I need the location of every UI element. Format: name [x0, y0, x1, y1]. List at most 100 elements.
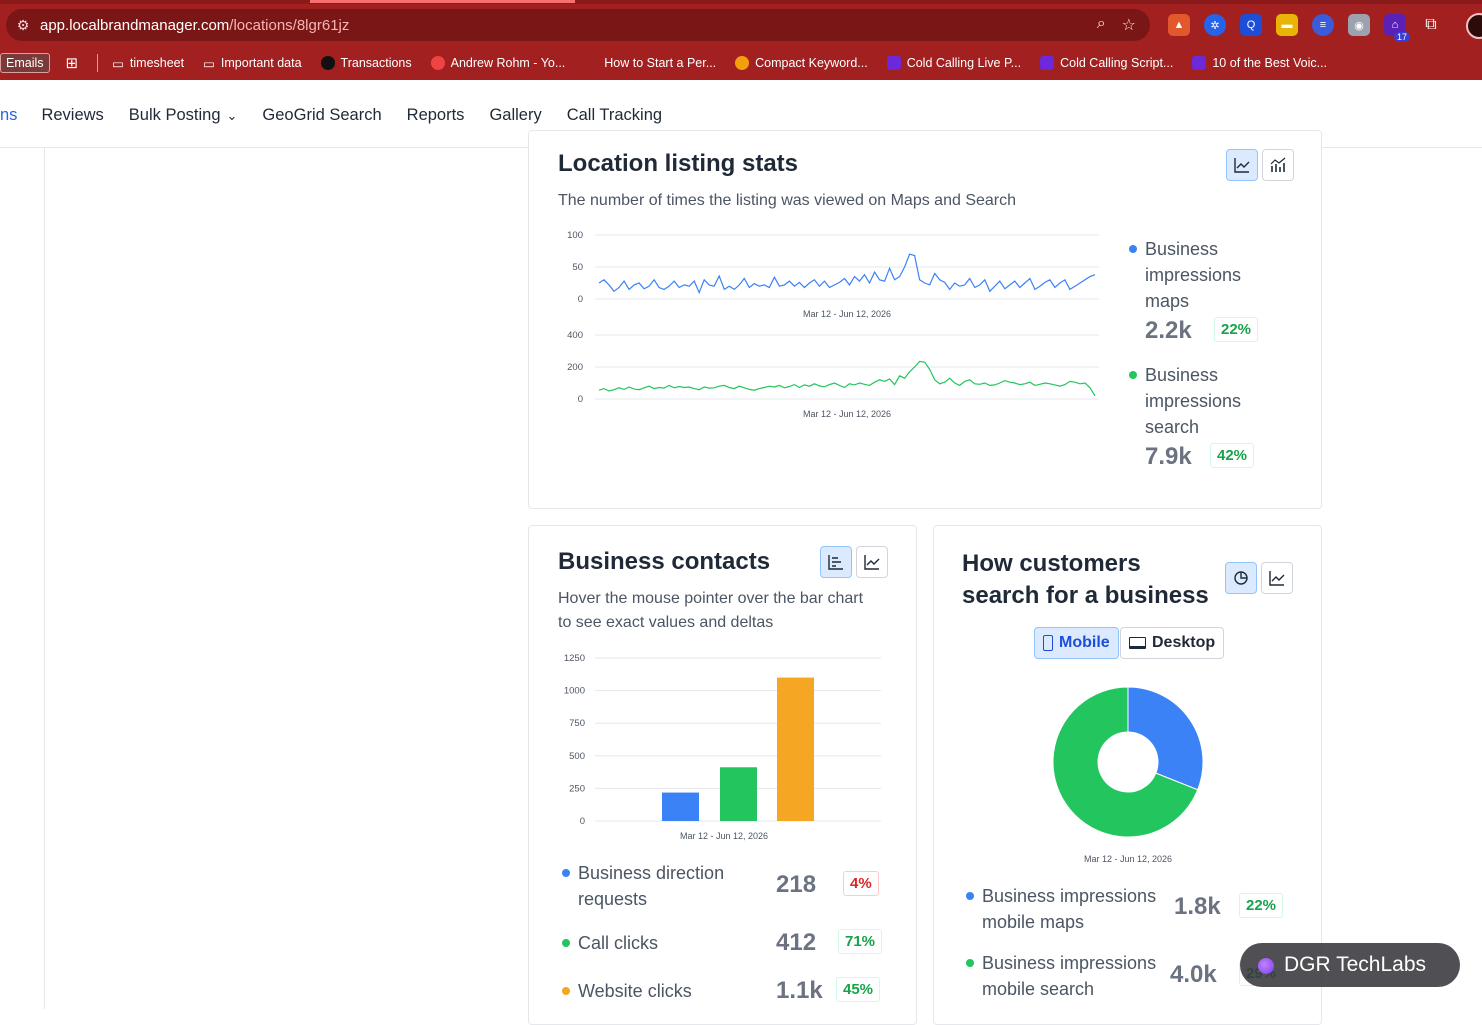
nav-item-reports[interactable]: Reports — [407, 106, 465, 125]
camera-icon[interactable]: ◉ — [1348, 14, 1370, 36]
bookmarks-bar: Emails ⊞ ▭ timesheet ▭ Important data Tran… — [0, 46, 1482, 80]
bookmark-cold-calling-live[interactable]: Cold Calling Live P... — [886, 56, 1021, 70]
legend-label-line: requests — [578, 889, 648, 909]
bookmark-how-to-start[interactable]: How to Start a Per... — [604, 56, 716, 70]
nav-item-locations[interactable]: ns — [0, 106, 17, 125]
extension-icon[interactable]: ▬ — [1276, 14, 1298, 36]
folder-icon: ▭ — [112, 56, 124, 71]
extension-icon[interactable]: ≡ — [1312, 14, 1334, 36]
search-impressions-chart: 0 200 400 Mar 12 - Jun 12, 2026 — [567, 330, 1099, 419]
donut-slice — [1052, 686, 1199, 838]
search-impressions-delta: 42% — [1210, 443, 1255, 468]
bookmark-cold-calling-script[interactable]: Cold Calling Script... — [1040, 56, 1173, 70]
legend-dot — [966, 892, 974, 900]
location-listing-stats-card: Location listing stats The number of tim… — [528, 130, 1322, 509]
card-title: Business contacts — [558, 548, 771, 575]
website-clicks-delta: 45% — [836, 977, 881, 1002]
pie-chart-view-button[interactable] — [1225, 562, 1257, 594]
nav-item-call-tracking[interactable]: Call Tracking — [567, 106, 662, 125]
mobile-maps-value: 1.8k — [1174, 893, 1221, 920]
bookmark-label: timesheet — [129, 56, 185, 70]
legend-mobile-search: Business impressions mobile search — [966, 950, 1157, 1002]
zoom-icon[interactable]: ⌕ — [1096, 15, 1106, 32]
bookmark-label: How to Start a Per... — [604, 56, 717, 70]
nav-item-reviews[interactable]: Reviews — [41, 106, 103, 125]
mobile-split-donut-chart: Mar 12 - Jun 12, 2026 — [1052, 686, 1204, 864]
line-chart-view-button[interactable] — [1261, 562, 1293, 594]
profile-avatar[interactable] — [1466, 13, 1482, 39]
legend-website-clicks: Website clicks — [562, 978, 692, 1004]
app-icon — [1040, 56, 1055, 70]
subtitle-line: to see exact values and deltas — [558, 614, 774, 631]
site-settings-icon[interactable]: ⚙ — [16, 16, 30, 33]
bar-chart-view-button[interactable] — [820, 546, 852, 578]
brand-watermark[interactable]: DGR TechLabs — [1240, 943, 1460, 987]
nav-item-gallery[interactable]: Gallery — [489, 106, 541, 125]
nav-label: Reviews — [41, 106, 104, 124]
browser-toolbar: ⚙ app.localbrandmanager.com/locations/8l… — [0, 4, 1482, 46]
legend-mobile-maps: Business impressions mobile maps — [966, 883, 1156, 935]
bookmark-timesheet[interactable]: ▭ timesheet — [112, 56, 184, 71]
bar-chart-group: 0 250 500 750 1000 1250 Mar 12 - Jun 12, 2026 — [564, 653, 881, 841]
bookmark-label: Andrew Rohm - Yo... — [450, 56, 566, 70]
bookmark-compact-keyword[interactable]: Compact Keyword... — [735, 56, 868, 70]
nav-label: Gallery — [489, 106, 542, 124]
y-tick-label: 0 — [580, 816, 585, 827]
bookmark-andrew-rohm[interactable]: Andrew Rohm - Yo... — [430, 56, 566, 70]
mobile-search-value: 4.0k — [1170, 961, 1217, 988]
bar — [777, 677, 814, 821]
bookmark-label: 10 of the Best Voic... — [1212, 56, 1328, 70]
bookmark-emails[interactable]: Emails — [0, 53, 50, 73]
bookmark-apps[interactable]: ⊞ — [66, 54, 79, 72]
legend-dot — [562, 987, 570, 995]
nav-label: Call Tracking — [566, 106, 663, 124]
extension-icon[interactable]: ⌂ 17 — [1384, 14, 1410, 42]
legend-label-line: Business — [1145, 365, 1219, 385]
extension-icon[interactable]: ▲ — [1168, 14, 1190, 36]
bookmark-important-data[interactable]: ▭ Important data — [203, 56, 301, 71]
bookmark-label: Cold Calling Script... — [1060, 56, 1174, 70]
bookmark-label: Compact Keyword... — [755, 56, 868, 70]
legend-label-line: mobile maps — [982, 912, 1085, 932]
donut-group: Mar 12 - Jun 12, 2026 — [1052, 686, 1204, 864]
legend-label-line: Business impressions — [982, 953, 1157, 973]
legend-label-line: impressions — [1145, 391, 1242, 411]
legend-label-line: search — [1145, 417, 1200, 437]
desktop-monitor-icon — [1129, 637, 1146, 649]
line-chart-view-button[interactable] — [1226, 149, 1258, 181]
legend-label-line: Business direction — [578, 863, 725, 883]
browser-tab-strip — [0, 0, 1482, 4]
puzzle-icon[interactable]: ⧉ — [1425, 16, 1437, 33]
comparison-chart-view-button[interactable] — [1262, 149, 1294, 181]
bookmark-transactions[interactable]: Transactions — [320, 56, 412, 70]
y-tick-label: 1250 — [564, 653, 585, 664]
mobile-toggle-button[interactable]: Mobile — [1034, 627, 1119, 659]
address-bar[interactable]: ⚙ app.localbrandmanager.com/locations/8l… — [6, 9, 1150, 41]
nav-item-bulk-posting[interactable]: Bulk Posting ⌄ — [129, 106, 238, 125]
extension-icon[interactable]: Q — [1240, 14, 1262, 36]
pie-chart-icon — [1234, 571, 1248, 585]
sidebar-divider — [44, 148, 45, 1009]
bookmark-star-icon[interactable]: ☆ — [1121, 17, 1136, 34]
y-tick-label: 500 — [569, 751, 585, 762]
card-subtitle: The number of times the listing was view… — [558, 192, 1017, 209]
active-tab-indicator — [310, 0, 575, 3]
legend-dot — [1129, 245, 1137, 253]
url-text[interactable]: app.localbrandmanager.com/locations/8lgr… — [40, 17, 349, 34]
nav-item-geogrid-search[interactable]: GeoGrid Search — [262, 106, 381, 125]
line-chart-view-button[interactable] — [856, 546, 888, 578]
bookmark-best-voice[interactable]: 10 of the Best Voic... — [1192, 56, 1327, 70]
desktop-toggle-button[interactable]: Desktop — [1120, 627, 1225, 659]
youtube-icon — [430, 56, 445, 70]
legend-call-clicks: Call clicks — [562, 930, 658, 956]
website-clicks-value: 1.1k — [776, 977, 823, 1004]
bar — [662, 792, 699, 821]
mobile-phone-icon — [1043, 635, 1053, 651]
url-host: app.localbrandmanager.com — [40, 16, 230, 34]
card-title: Location listing stats — [558, 150, 799, 177]
business-contacts-bar-chart: 0 250 500 750 1000 1250 Mar 12 - Jun 12, 2026 — [564, 653, 881, 841]
y-tick-label: 100 — [567, 230, 583, 241]
legend-maps: Business impressions maps — [1129, 236, 1241, 314]
extension-icon[interactable]: ✲ — [1204, 14, 1226, 36]
y-tick-label: 1000 — [564, 686, 585, 697]
